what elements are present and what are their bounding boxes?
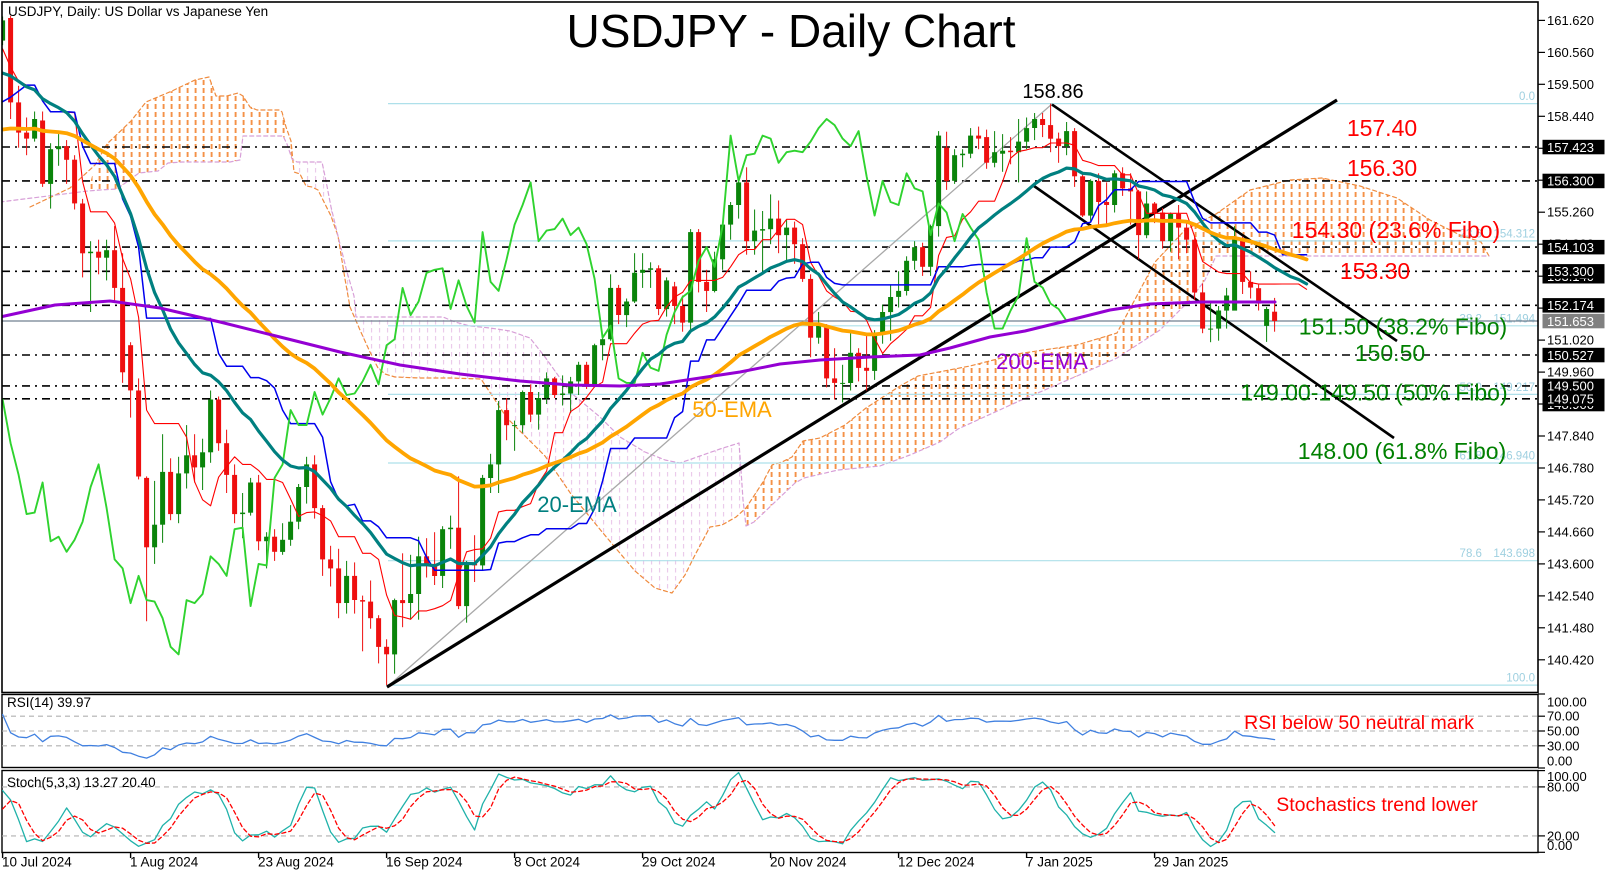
svg-text:151.020: 151.020 — [1547, 333, 1594, 348]
svg-text:149.960: 149.960 — [1547, 365, 1594, 380]
svg-text:23.6 154.312: 23.6 154.312 — [1460, 228, 1535, 240]
svg-text:150.50: 150.50 — [1355, 340, 1425, 366]
svg-text:29 Oct 2024: 29 Oct 2024 — [642, 855, 716, 870]
svg-text:154.30 (23.6% Fibo): 154.30 (23.6% Fibo) — [1292, 217, 1500, 243]
svg-text:38.2 151.494: 38.2 151.494 — [1460, 313, 1536, 325]
svg-text:7 Jan 2025: 7 Jan 2025 — [1026, 855, 1093, 870]
svg-text:30.00: 30.00 — [1547, 738, 1580, 753]
svg-text:159.500: 159.500 — [1547, 77, 1594, 92]
svg-text:12 Dec 2024: 12 Dec 2024 — [898, 855, 975, 870]
svg-text:161.620: 161.620 — [1547, 13, 1594, 28]
svg-text:23 Aug 2024: 23 Aug 2024 — [258, 855, 334, 870]
svg-text:8 Oct 2024: 8 Oct 2024 — [514, 855, 581, 870]
svg-text:29 Jan 2025: 29 Jan 2025 — [1154, 855, 1228, 870]
svg-text:151.653: 151.653 — [1547, 314, 1594, 329]
svg-text:153.30: 153.30 — [1340, 258, 1410, 284]
svg-text:155.260: 155.260 — [1547, 205, 1594, 220]
svg-text:10 Jul 2024: 10 Jul 2024 — [2, 855, 72, 870]
svg-text:160.560: 160.560 — [1547, 45, 1594, 60]
svg-text:61.8 146.940: 61.8 146.940 — [1460, 451, 1535, 463]
svg-text:50-EMA: 50-EMA — [692, 397, 772, 422]
svg-text:0.00: 0.00 — [1547, 838, 1572, 853]
svg-text:157.423: 157.423 — [1547, 140, 1594, 155]
svg-text:20.00: 20.00 — [1547, 828, 1580, 843]
svg-text:50.0 149.217: 50.0 149.217 — [1460, 382, 1535, 394]
svg-text:200-EMA: 200-EMA — [996, 349, 1088, 374]
svg-text:70.00: 70.00 — [1547, 709, 1580, 724]
svg-text:50.00: 50.00 — [1547, 724, 1580, 739]
svg-text:100.0: 100.0 — [1506, 673, 1535, 685]
svg-text:149.075: 149.075 — [1547, 392, 1594, 407]
svg-text:RSI(14) 39.97: RSI(14) 39.97 — [7, 695, 91, 710]
svg-text:157.40: 157.40 — [1347, 115, 1417, 141]
svg-text:0.0: 0.0 — [1519, 91, 1535, 103]
svg-text:148.00 (61.8% Fibo): 148.00 (61.8% Fibo) — [1298, 438, 1506, 464]
svg-text:143.600: 143.600 — [1547, 556, 1594, 571]
svg-text:1 Aug 2024: 1 Aug 2024 — [130, 855, 199, 870]
svg-text:158.86: 158.86 — [1022, 81, 1083, 103]
svg-text:144.660: 144.660 — [1547, 524, 1594, 539]
svg-text:78.6 143.698: 78.6 143.698 — [1460, 548, 1535, 560]
svg-text:156.30: 156.30 — [1347, 155, 1417, 181]
svg-text:147.840: 147.840 — [1547, 429, 1594, 444]
svg-text:141.480: 141.480 — [1547, 620, 1594, 635]
svg-text:150.527: 150.527 — [1547, 348, 1594, 363]
svg-text:145.720: 145.720 — [1547, 492, 1594, 507]
svg-text:20-EMA: 20-EMA — [537, 492, 617, 517]
svg-text:154.103: 154.103 — [1547, 240, 1594, 255]
svg-text:0.00: 0.00 — [1547, 754, 1572, 769]
svg-text:151.50 (38.2% Fibo): 151.50 (38.2% Fibo) — [1299, 314, 1507, 340]
svg-text:142.540: 142.540 — [1547, 588, 1594, 603]
svg-text:149.500: 149.500 — [1547, 379, 1594, 394]
svg-text:158.440: 158.440 — [1547, 109, 1594, 124]
svg-text:156.300: 156.300 — [1547, 174, 1594, 189]
svg-text:149.00-149.50 (50% Fibo): 149.00-149.50 (50% Fibo) — [1240, 380, 1507, 406]
svg-text:USDJPY, Daily: US Dollar vs J: USDJPY, Daily: US Dollar vs Japanese Yen — [8, 4, 268, 19]
svg-text:152.174: 152.174 — [1547, 298, 1594, 313]
svg-text:146.780: 146.780 — [1547, 461, 1594, 476]
svg-text:100.00: 100.00 — [1547, 769, 1587, 784]
svg-text:153.300: 153.300 — [1547, 264, 1594, 279]
svg-text:RSI below 50 neutral mark: RSI below 50 neutral mark — [1244, 712, 1474, 734]
svg-text:Stochastics trend lower: Stochastics trend lower — [1276, 794, 1478, 816]
svg-text:20 Nov 2024: 20 Nov 2024 — [770, 855, 847, 870]
svg-text:USDJPY - Daily Chart: USDJPY - Daily Chart — [566, 5, 1015, 57]
svg-text:80.00: 80.00 — [1547, 779, 1580, 794]
svg-text:16 Sep 2024: 16 Sep 2024 — [386, 855, 463, 870]
svg-text:100.00: 100.00 — [1547, 695, 1587, 710]
svg-text:140.420: 140.420 — [1547, 652, 1594, 667]
svg-text:Stoch(5,3,3) 13.27 20.40: Stoch(5,3,3) 13.27 20.40 — [7, 775, 156, 790]
